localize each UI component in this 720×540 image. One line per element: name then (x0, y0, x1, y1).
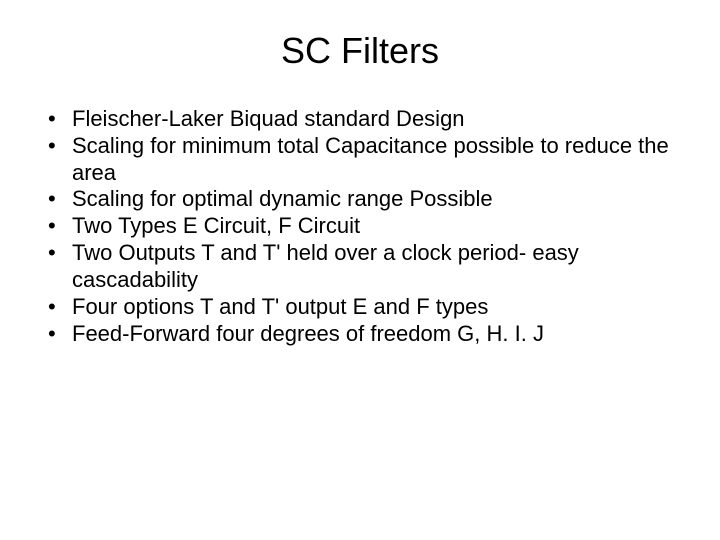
bullet-item: Scaling for minimum total Capacitance po… (44, 133, 684, 187)
bullet-item: Scaling for optimal dynamic range Possib… (44, 186, 684, 213)
slide-title: SC Filters (36, 24, 684, 72)
slide: SC Filters Fleischer-Laker Biquad standa… (0, 0, 720, 540)
bullet-item: Fleischer-Laker Biquad standard Design (44, 106, 684, 133)
bullet-item: Two Outputs T and T' held over a clock p… (44, 240, 684, 294)
bullet-list: Fleischer-Laker Biquad standard Design S… (36, 106, 684, 347)
bullet-item: Feed-Forward four degrees of freedom G, … (44, 321, 684, 348)
bullet-item: Two Types E Circuit, F Circuit (44, 213, 684, 240)
bullet-item: Four options T and T' output E and F typ… (44, 294, 684, 321)
